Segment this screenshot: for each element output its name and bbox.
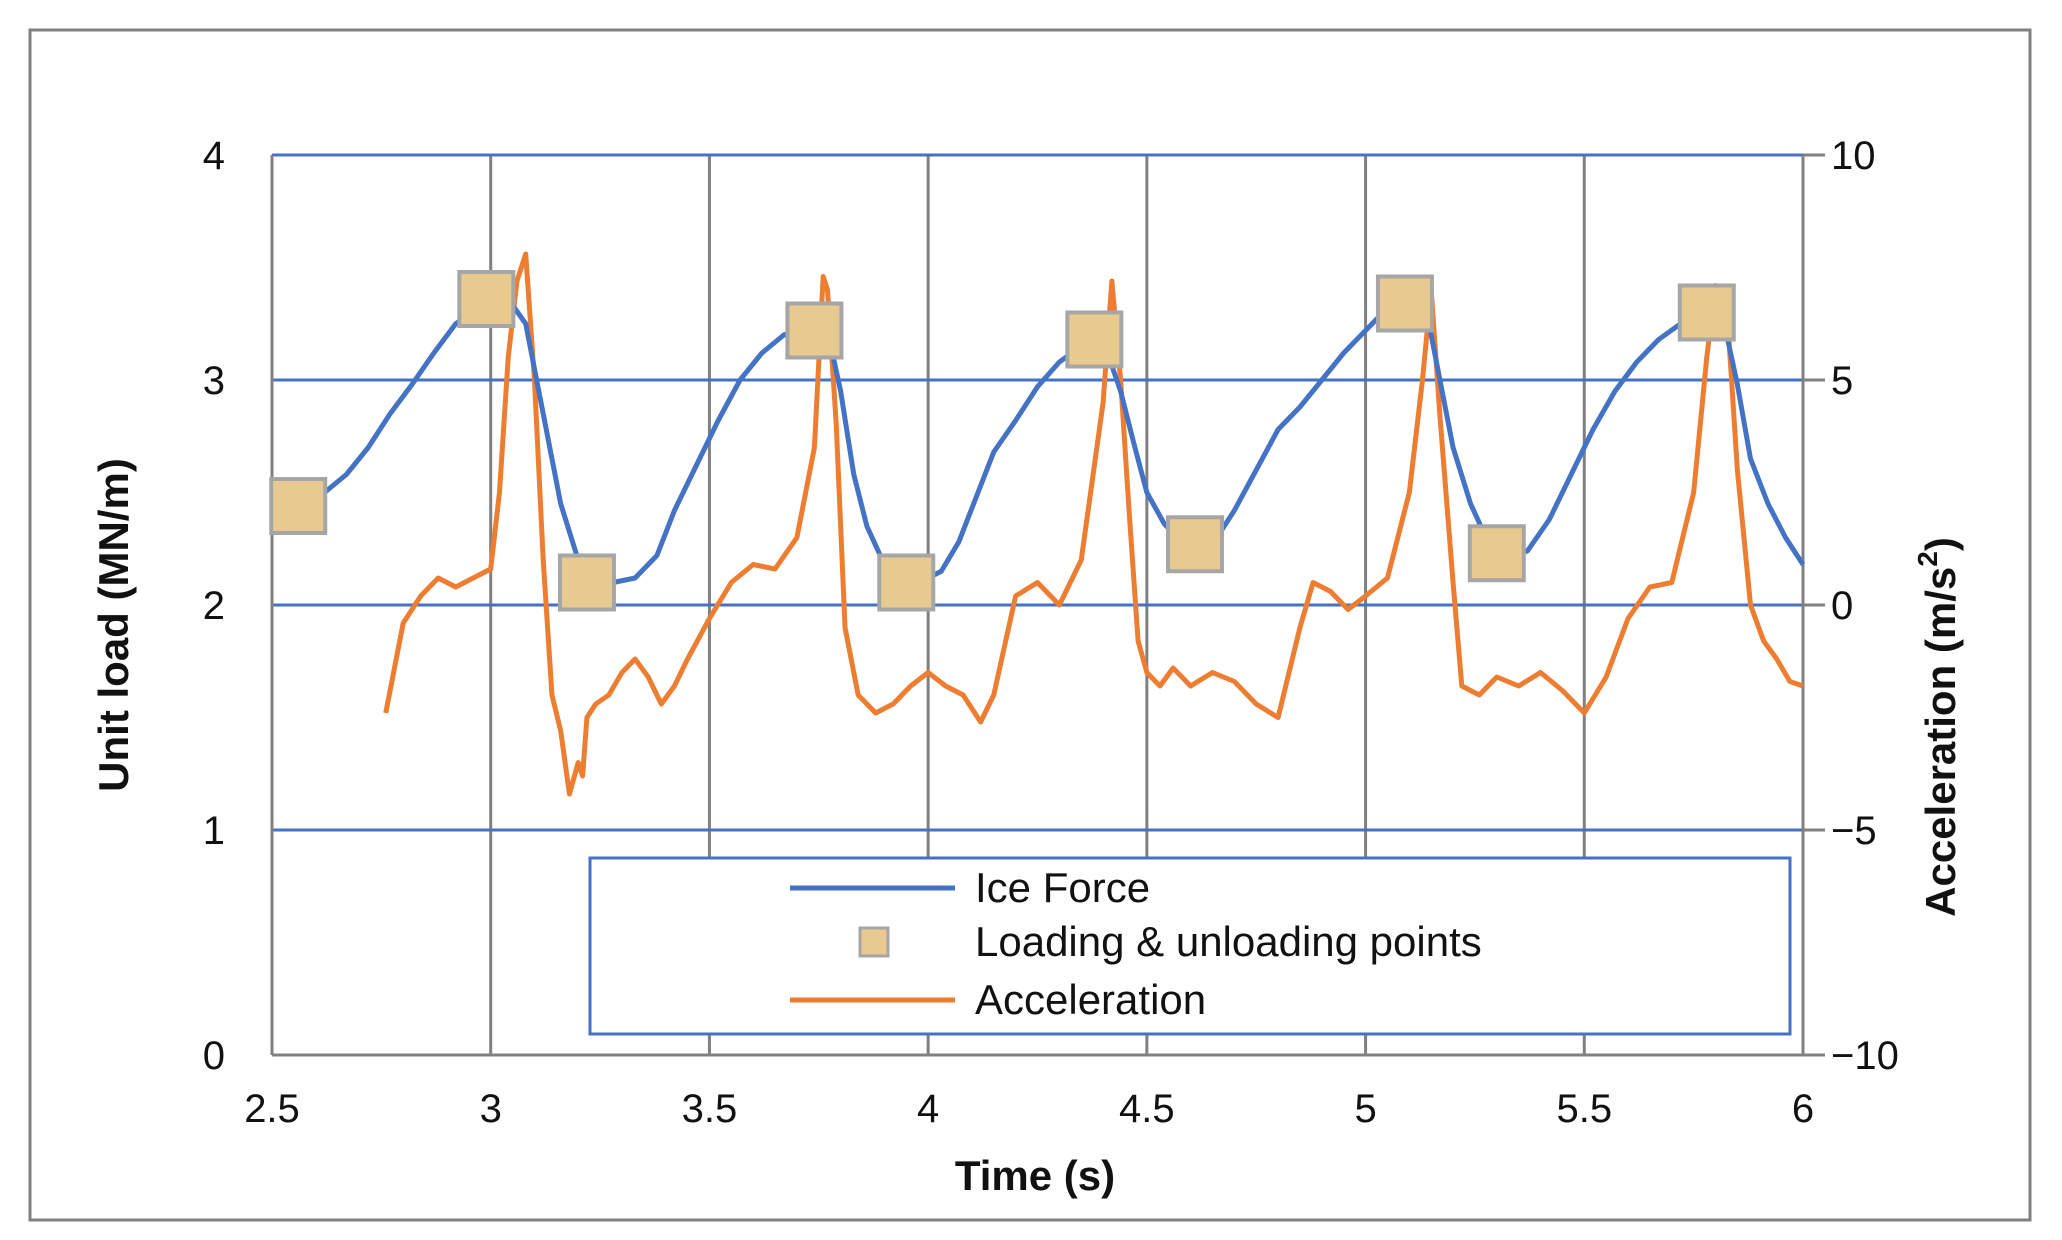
y2-tick-label: 5 bbox=[1831, 359, 1853, 403]
y-tick-label: 4 bbox=[203, 134, 225, 178]
series-line-acceleration bbox=[383, 251, 1804, 797]
y2-tick-label: 10 bbox=[1831, 134, 1876, 178]
y-axis-ticks: 0 1 2 3 4 bbox=[203, 134, 225, 1078]
figure-frame bbox=[28, 28, 2032, 1222]
grid bbox=[272, 153, 1805, 1055]
y-tick-label: 1 bbox=[203, 809, 225, 853]
x-tick-label: 2.5 bbox=[244, 1087, 300, 1131]
x-tick-label: 4.5 bbox=[1119, 1087, 1175, 1131]
loading-point-marker bbox=[1165, 515, 1224, 574]
x-tick-label: 5 bbox=[1354, 1087, 1376, 1131]
y-tick-label: 0 bbox=[203, 1034, 225, 1078]
series-layer bbox=[269, 251, 1806, 797]
x-axis-ticks: 2.5 3 3.5 4 4.5 5 5.5 6 bbox=[244, 1087, 1814, 1131]
y-axis-title: Unit load (MN/m) bbox=[90, 458, 137, 792]
x-tick-label: 5.5 bbox=[1556, 1087, 1612, 1131]
loading-point-marker bbox=[1467, 524, 1526, 583]
y2-axis-title-end: ) bbox=[1917, 537, 1964, 551]
x-tick-label: 3 bbox=[480, 1087, 502, 1131]
y2-tick-label: −10 bbox=[1831, 1034, 1899, 1078]
loading-point-marker bbox=[269, 477, 328, 535]
legend-label-acceleration: Acceleration bbox=[975, 976, 1206, 1023]
legend: Ice Force Loading & unloading points Acc… bbox=[588, 856, 1792, 1036]
y2-axis-ticks: −10 −5 0 5 10 bbox=[1803, 134, 1899, 1078]
x-tick-label: 3.5 bbox=[682, 1087, 738, 1131]
y2-axis-title-sup: 2 bbox=[1912, 551, 1943, 567]
loading-point-marker bbox=[457, 270, 516, 328]
y-tick-label: 2 bbox=[203, 584, 225, 628]
x-tick-label: 6 bbox=[1792, 1087, 1814, 1131]
loading-point-marker bbox=[557, 553, 616, 612]
loading-point-marker bbox=[1375, 274, 1434, 333]
loading-point-marker bbox=[1065, 310, 1124, 369]
legend-label-ice-force: Ice Force bbox=[975, 864, 1150, 911]
loading-point-marker bbox=[877, 553, 936, 612]
y-tick-label: 3 bbox=[203, 359, 225, 403]
y2-axis-title-main: Acceleration (m/s bbox=[1917, 567, 1964, 917]
legend-swatch-loading-points bbox=[858, 926, 890, 958]
x-axis-title: Time (s) bbox=[955, 1152, 1115, 1199]
loading-point-marker bbox=[785, 301, 844, 360]
y2-tick-label: −5 bbox=[1831, 809, 1877, 853]
legend-label-loading-points: Loading & unloading points bbox=[975, 918, 1482, 965]
loading-point-marker bbox=[1677, 283, 1736, 342]
x-tick-label: 4 bbox=[917, 1087, 939, 1131]
y2-tick-label: 0 bbox=[1831, 584, 1853, 628]
y2-axis-title: Acceleration (m/s2) bbox=[1912, 537, 1964, 917]
